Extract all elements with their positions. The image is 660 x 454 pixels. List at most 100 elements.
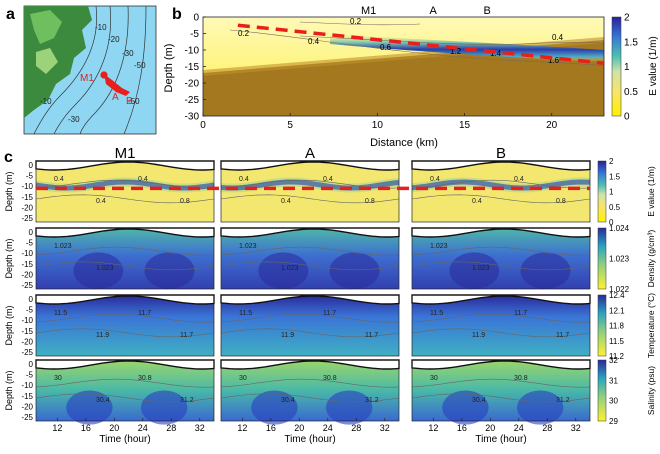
salty-core bbox=[66, 390, 113, 425]
y-tick-label: -15 bbox=[21, 327, 33, 336]
x-tick-label: 32 bbox=[380, 423, 390, 433]
y-tick-label: -5 bbox=[26, 172, 34, 181]
contour-label: 11.7 bbox=[180, 332, 193, 339]
contour-label: 1.4 bbox=[490, 49, 502, 58]
sea-surface bbox=[35, 160, 215, 171]
station-labels: M1 A B bbox=[361, 5, 491, 17]
y-tick-label: -25 bbox=[21, 348, 33, 357]
y-tick-label: 0 bbox=[193, 13, 199, 24]
colorbar-tick-label: 11.2 bbox=[609, 352, 625, 361]
colorbar-tick-label: 1.5 bbox=[624, 37, 638, 48]
x-tick-label: 16 bbox=[457, 423, 467, 433]
contour-line bbox=[411, 261, 591, 271]
subplot: 0.4 0.4 0.4 0.8 bbox=[220, 160, 400, 223]
contour-line bbox=[411, 393, 591, 403]
contour-line bbox=[35, 246, 215, 256]
x-tick-label: 20 bbox=[109, 423, 119, 433]
contour-label: 30 bbox=[239, 375, 247, 382]
x-tick-label: 10 bbox=[372, 120, 384, 131]
colorbar-tick-label: 11.5 bbox=[609, 337, 625, 346]
contour-line bbox=[35, 194, 215, 204]
y-axis-title: Depth (m) bbox=[4, 370, 14, 410]
x-tick-label: 32 bbox=[195, 423, 205, 433]
x-tick-label: 24 bbox=[323, 423, 333, 433]
isobath-20 bbox=[53, 5, 112, 135]
contour-label: 11.9 bbox=[472, 332, 485, 339]
colorbar-tick-label: 31 bbox=[609, 376, 618, 385]
contour-label: 11.7 bbox=[556, 332, 569, 339]
contour-line bbox=[220, 378, 400, 388]
station-label-a: A bbox=[429, 5, 437, 17]
x-tick-label: 16 bbox=[81, 423, 91, 433]
y-tick-label: -25 bbox=[21, 281, 33, 290]
y-axis-title: Depth (m) bbox=[4, 238, 14, 278]
high-e-band bbox=[411, 179, 591, 191]
sea-surface bbox=[220, 294, 400, 305]
sea-surface bbox=[35, 294, 215, 305]
subplot-frame bbox=[220, 160, 400, 223]
subplot: 11.5 11.9 11.7 11.7 0 -5-10 -15-20 -25 Depth (m) bbox=[4, 294, 215, 357]
panel-label-a: a bbox=[6, 6, 15, 23]
colorbar-tick-label: 0 bbox=[624, 112, 630, 123]
contour-label: 31.2 bbox=[180, 397, 194, 404]
contour-label: 0.8 bbox=[556, 198, 566, 205]
panel-label-c: c bbox=[4, 149, 13, 166]
colorbar-tick-label: 12.4 bbox=[609, 291, 625, 300]
contour-line bbox=[35, 328, 215, 338]
subplot-frame bbox=[35, 227, 215, 290]
colorbar bbox=[597, 160, 607, 223]
station-a-label: A bbox=[112, 92, 119, 103]
contour-line bbox=[35, 313, 215, 323]
contour-label: 11.5 bbox=[54, 310, 67, 317]
contour-label: 11.5 bbox=[430, 310, 443, 317]
contour-label: -10 bbox=[95, 23, 107, 32]
subplot-frame bbox=[35, 160, 215, 223]
y-tick-label: 0 bbox=[29, 161, 34, 170]
subplot: 1.023 1.023 bbox=[411, 227, 591, 290]
isobath-50 bbox=[123, 5, 147, 135]
colorbar-tick-label: 1.024 bbox=[609, 224, 630, 233]
x-tick-label: 12 bbox=[52, 423, 62, 433]
contour-line bbox=[229, 29, 605, 67]
x-ticks: 0 5 10 15 20 bbox=[200, 113, 558, 131]
colorbar-tick-label: 1.023 bbox=[609, 255, 630, 264]
land-highland bbox=[30, 10, 62, 44]
contour-line bbox=[35, 393, 215, 403]
y-tick-label: -10 bbox=[21, 182, 33, 191]
y-tick-label: -5 bbox=[26, 239, 34, 248]
subplot: 30 30.4 30.8 31.2 0 -5-10 -15-20 -25 Depth (m) 12… bbox=[4, 359, 215, 445]
contour-label: 30.4 bbox=[281, 397, 295, 404]
contour-label: 0.4 bbox=[239, 176, 249, 183]
colorbar-tick-label: 1.022 bbox=[609, 285, 630, 294]
x-tick-label: 32 bbox=[571, 423, 581, 433]
column-title-a: A bbox=[305, 145, 315, 162]
contour-label: 1.023 bbox=[96, 265, 114, 272]
sea-surface bbox=[220, 160, 400, 171]
y-tick-label: -15 bbox=[21, 193, 33, 202]
y-axis-title: Depth (m) bbox=[4, 171, 14, 211]
contour-label: 1.023 bbox=[430, 243, 448, 250]
contour-line bbox=[220, 261, 400, 271]
x-tick-label: 24 bbox=[138, 423, 148, 433]
contour-line bbox=[220, 393, 400, 403]
y-ticks: 0 -5 -10 -15 -20 -25 -30 bbox=[185, 13, 206, 123]
dense-core bbox=[449, 252, 500, 289]
x-tick-label: 20 bbox=[546, 120, 558, 131]
column-title-b: B bbox=[496, 145, 506, 162]
contour-label: 0.8 bbox=[180, 198, 190, 205]
contour-label: 0.4 bbox=[552, 33, 564, 42]
high-e-halo bbox=[411, 177, 591, 193]
contour-label: -30 bbox=[122, 49, 134, 58]
x-tick-label: 24 bbox=[514, 423, 524, 433]
salty-core bbox=[251, 390, 298, 425]
contour-label: 11.7 bbox=[323, 310, 336, 317]
x-tick-label: 15 bbox=[459, 120, 471, 131]
contour-label: 0.4 bbox=[472, 198, 482, 205]
panel-a-map: -10 -20 -30 -50 -10 -30 -50 M1 A B bbox=[23, 5, 157, 135]
x-tick-label: 28 bbox=[166, 423, 176, 433]
contour-label: -30 bbox=[68, 115, 80, 124]
dense-core bbox=[520, 252, 571, 289]
subplot: 11.5 11.9 11.7 11.7 bbox=[411, 294, 591, 357]
subplot-frame bbox=[411, 359, 591, 422]
contour-label: 30.8 bbox=[323, 375, 337, 382]
